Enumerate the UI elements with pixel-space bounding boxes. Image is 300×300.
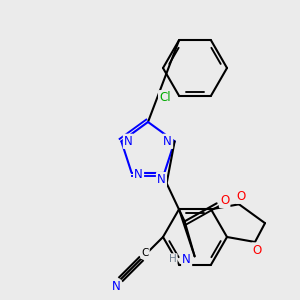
- Text: Cl: Cl: [159, 91, 171, 104]
- Text: N: N: [163, 135, 172, 148]
- Text: N: N: [124, 135, 133, 148]
- Text: N: N: [112, 280, 120, 293]
- Text: O: O: [236, 190, 246, 203]
- Text: C: C: [141, 248, 149, 258]
- Text: N: N: [182, 253, 191, 266]
- Text: N: N: [134, 168, 143, 181]
- Text: H: H: [169, 254, 176, 264]
- Text: O: O: [252, 244, 262, 256]
- Text: O: O: [220, 194, 229, 207]
- Text: N: N: [157, 173, 166, 186]
